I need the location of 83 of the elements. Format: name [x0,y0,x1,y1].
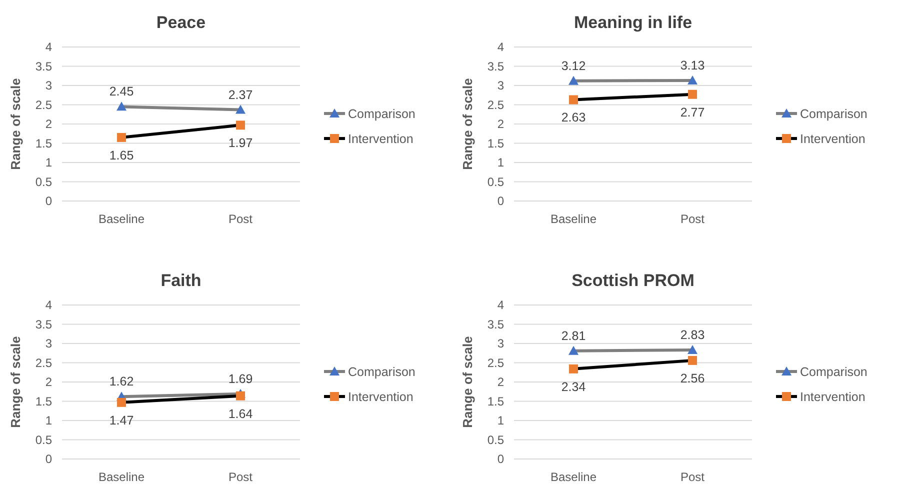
y-tick-label: 0 [45,194,52,208]
y-tick-label: 3 [45,336,52,351]
chart-title: Faith [160,271,202,290]
data-label: 1.65 [109,148,134,162]
y-tick-label: 1 [45,414,52,428]
y-tick-label: 3 [497,78,504,93]
y-tick-label: 0.5 [487,432,504,447]
y-tick-label: 1.5 [35,136,52,150]
y-tick-label: 2.5 [35,98,52,112]
data-label: 3.13 [680,58,705,72]
data-label: 2.37 [228,88,253,102]
legend-label: Comparison [348,364,416,379]
y-tick-label: 2 [497,117,504,132]
x-tick-label: Post [228,212,254,226]
y-tick-label: 3.5 [35,59,52,74]
y-tick-label: 2.5 [487,356,504,370]
x-tick-label: Baseline [550,470,597,484]
y-tick-label: 0 [45,452,52,466]
chart-title: Scottish PROM [572,271,694,290]
y-tick-label: 2.5 [35,356,52,370]
y-tick-label: 4 [45,298,52,312]
data-label: 2.45 [109,84,134,99]
y-tick-label: 0 [497,452,504,466]
data-label: 1.69 [228,372,253,386]
x-tick-label: Post [228,470,254,484]
y-tick-label: 1 [497,156,504,170]
y-tick-label: 3 [45,78,52,93]
y-tick-label: 3.5 [487,59,504,74]
legend-label: Comparison [348,106,416,121]
point [236,391,245,400]
x-tick-label: Post [680,212,706,226]
y-axis-title: Range of scale [460,78,475,170]
x-tick-label: Post [680,470,706,484]
chart-title: Meaning in life [574,13,692,32]
point [569,95,578,104]
y-tick-label: 2.5 [487,98,504,112]
data-label: 2.81 [561,328,586,343]
legend-label: Intervention [800,390,866,404]
y-tick-label: 1.5 [487,136,504,150]
legend-label: Intervention [348,132,414,146]
y-tick-label: 4 [497,298,504,312]
data-label: 1.62 [109,374,134,389]
data-label: 2.83 [680,328,705,342]
data-label: 1.47 [109,413,134,428]
chart-title: Peace [156,13,206,32]
legend-label: Intervention [800,132,866,146]
data-label: 2.77 [680,105,705,120]
x-tick-label: Baseline [98,470,145,484]
y-tick-label: 3 [497,336,504,351]
y-tick-label: 1.5 [487,394,504,408]
y-tick-label: 0 [497,194,504,208]
data-label: 1.64 [228,406,253,421]
y-tick-label: 1.5 [35,394,52,408]
data-label: 2.34 [561,380,586,394]
y-axis-title: Range of scale [460,336,475,428]
x-tick-label: Baseline [98,212,145,226]
point [236,120,245,130]
y-tick-label: 0.5 [487,174,504,189]
legend-label: Intervention [348,390,414,404]
data-label: 3.12 [561,58,586,73]
y-tick-label: 0.5 [35,432,52,447]
data-label: 2.63 [561,110,586,125]
y-axis-title: Range of scale [8,78,23,170]
y-tick-label: 3.5 [487,317,504,332]
y-tick-label: 4 [497,40,504,54]
y-axis-title: Range of scale [8,336,23,428]
legend-label: Comparison [800,364,868,379]
data-label: 2.56 [680,371,705,386]
y-tick-label: 1 [497,414,504,428]
y-tick-label: 1 [45,156,52,170]
y-tick-label: 4 [45,40,52,54]
point [569,364,578,374]
point [117,132,126,142]
x-tick-label: Baseline [550,212,597,226]
legend-label: Comparison [800,106,868,121]
y-tick-label: 2 [45,117,52,132]
y-tick-label: 0.5 [35,174,52,189]
y-tick-label: 2 [497,375,504,390]
point [688,90,697,99]
point [688,356,697,365]
y-tick-label: 2 [45,375,52,390]
data-label: 1.97 [228,136,253,150]
y-tick-label: 3.5 [35,317,52,332]
